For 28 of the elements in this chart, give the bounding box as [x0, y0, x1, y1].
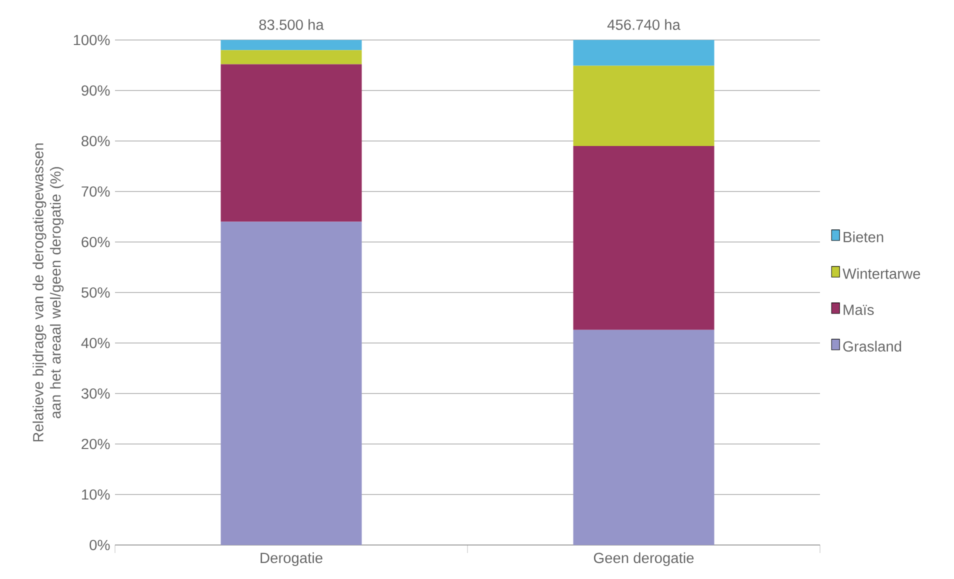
y-tick-label: 10% [82, 489, 110, 500]
annotation: 456.740 ha [607, 19, 680, 30]
legend-label: Wintertarwe [842, 268, 920, 279]
y-tick-label: 60% [82, 236, 110, 248]
bar [573, 40, 714, 66]
legend-label: Maïs [844, 304, 874, 316]
y-tick-label: 70% [82, 186, 110, 197]
annotation: 83.500 ha [259, 19, 324, 30]
y-tick-label: 30% [82, 388, 110, 399]
bar [220, 40, 362, 50]
y-tick-label: 100% [74, 34, 110, 46]
bar [220, 50, 362, 64]
bar [573, 330, 714, 545]
y-tick-label: 90% [82, 85, 110, 96]
bar [573, 66, 714, 146]
x-tick-label: Geen derogatie [594, 552, 694, 566]
y-tick-label: 80% [82, 136, 110, 146]
y-tick-label: 0% [90, 540, 110, 550]
y-tick-label: 20% [82, 438, 110, 450]
legend-label: Grasland [843, 340, 902, 352]
bar [220, 222, 362, 545]
bar [220, 64, 362, 222]
y-tick-label: 50% [82, 287, 110, 298]
y-tick-label: 40% [81, 338, 110, 348]
legend-label: Bieten [844, 232, 884, 242]
y-axis-title: Relatieve bijdrage van de derogatiegewassen aan het areaal wel/geen derogatie (%) [32, 144, 64, 442]
x-tick-label: Derogatie [260, 552, 322, 566]
bar [573, 146, 714, 330]
